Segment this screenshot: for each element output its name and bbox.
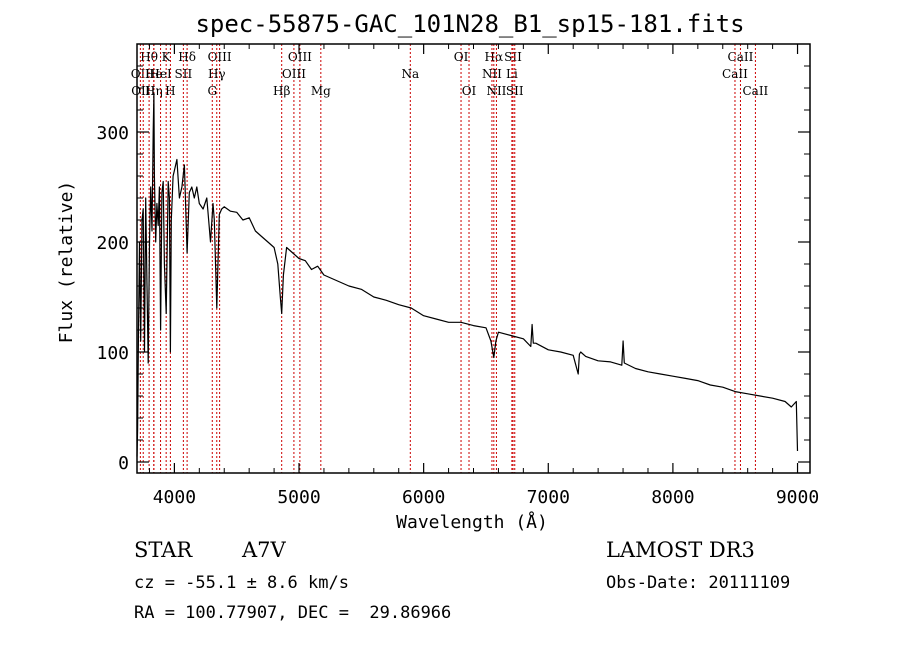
- x-tick-label: 9000: [776, 487, 819, 508]
- survey-label: LAMOST DR3: [606, 538, 755, 562]
- line-marker-label: CaII: [722, 67, 748, 81]
- line-marker-label: OIII: [208, 50, 232, 64]
- line-marker-label: CaII: [742, 84, 768, 98]
- line-marker-label: CaII: [728, 50, 754, 64]
- coordinates-label: RA = 100.77907, DEC = 29.86966: [134, 603, 452, 623]
- x-tick-label: 4000: [153, 487, 196, 508]
- class-label: STAR: [134, 538, 193, 562]
- line-marker-label: Mg: [311, 84, 331, 98]
- y-tick-label: 200: [96, 233, 129, 254]
- line-marker-label: SII: [506, 84, 524, 98]
- redshift-label: cz = -55.1 ± 8.6 km/s: [134, 573, 349, 593]
- line-marker-label: HeI: [149, 67, 172, 81]
- line-marker-label: NII: [482, 67, 502, 81]
- x-tick-label: 5000: [277, 487, 320, 508]
- line-marker-label: OIII: [282, 67, 306, 81]
- line-marker-label: OII: [131, 67, 151, 81]
- obs-date-label: Obs-Date: 20111109: [606, 573, 791, 593]
- x-axis-label: Wavelength (Å): [396, 511, 548, 533]
- line-marker-label: Hα: [485, 50, 504, 64]
- y-tick-label: 100: [96, 343, 129, 364]
- line-marker-label: SII: [175, 67, 193, 81]
- y-tick-label: 0: [118, 453, 129, 474]
- line-marker-label: Hβ: [273, 84, 290, 98]
- line-marker-label: SII: [504, 50, 522, 64]
- spectrum-series: [136, 92, 799, 457]
- line-marker-label: OI: [462, 84, 477, 98]
- chart-title: spec-55875-GAC_101N28_B1_sp15-181.fits: [195, 10, 744, 38]
- x-tick-label: 6000: [402, 487, 445, 508]
- line-marker-label: OI: [454, 50, 469, 64]
- line-marker-label: K: [162, 50, 172, 64]
- line-marker-label: G: [207, 84, 217, 98]
- line-marker-label: NII: [486, 84, 506, 98]
- line-marker-label: Hδ: [178, 50, 196, 64]
- subclass-label: A7V: [242, 538, 286, 562]
- line-marker-label: H: [165, 84, 175, 98]
- line-marker-label: Hγ: [208, 67, 226, 81]
- line-marker-label: Li: [506, 67, 518, 81]
- line-marker-label: Na: [401, 67, 419, 81]
- axes: 4000 5000 6000 7000 8000 9000 0 100 200 300: [96, 43, 819, 508]
- y-tick-label: 300: [96, 123, 129, 144]
- x-tick-label: 8000: [651, 487, 694, 508]
- series-line-spectrum: [136, 92, 799, 457]
- y-axis-label: Flux (relative): [56, 181, 77, 344]
- x-tick-label: 7000: [527, 487, 570, 508]
- line-marker-label: Hη: [145, 84, 163, 98]
- plot-frame: [136, 43, 811, 474]
- line-marker-label: OIII: [288, 50, 312, 64]
